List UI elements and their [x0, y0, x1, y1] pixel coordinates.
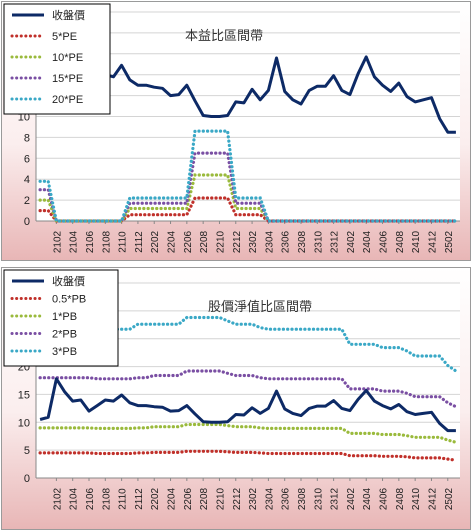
- x-tick-label: 2412: [427, 230, 438, 253]
- legend-label: 收盤價: [52, 8, 85, 22]
- x-tick-label: 2302: [248, 230, 259, 253]
- x-tick-label: 2202: [150, 487, 161, 510]
- series-line-3: [38, 369, 458, 409]
- x-tick-label: 2306: [281, 230, 292, 253]
- x-tick-label: 2102: [52, 230, 63, 253]
- x-tick-label: 2406: [379, 487, 390, 510]
- x-tick-label: 2410: [411, 487, 422, 510]
- x-tick-label: 2212: [232, 487, 243, 510]
- x-tick-label: 2304: [264, 230, 275, 253]
- y-tick-label: 2: [24, 195, 30, 207]
- pe-band-chart: 0246810121416182021022104210621082110211…: [3, 3, 460, 253]
- chart-title: 股價淨值比區間帶: [208, 299, 312, 314]
- x-tick-label: 2410: [411, 230, 422, 253]
- x-tick-label: 2502: [444, 487, 455, 510]
- legend-label: 3*PB: [52, 346, 77, 358]
- x-tick-label: 2204: [167, 230, 178, 253]
- y-tick-label: 6: [24, 153, 30, 165]
- x-tick-label: 2310: [313, 230, 324, 253]
- series-line-1: [38, 449, 458, 462]
- x-tick-label: 2306: [281, 487, 292, 510]
- x-tick-label: 2110: [118, 488, 129, 510]
- y-tick-label: 0: [24, 216, 30, 228]
- x-tick-label: 2102: [52, 487, 63, 510]
- x-tick-label: 2112: [134, 231, 145, 253]
- x-tick-label: 2404: [362, 230, 373, 253]
- x-tick-label: 2210: [215, 230, 226, 253]
- x-tick-label: 2310: [313, 487, 324, 510]
- pe-band-chart-panel: 0246810121416182021022104210621082110211…: [1, 1, 471, 261]
- x-tick-label: 2108: [101, 230, 112, 253]
- x-tick-label: 2210: [215, 487, 226, 510]
- x-tick-label: 2312: [330, 230, 341, 253]
- x-tick-label: 2106: [85, 230, 96, 253]
- x-tick-label: 2104: [69, 230, 80, 253]
- x-tick-label: 2206: [183, 230, 194, 253]
- legend-label: 5*PE: [52, 31, 77, 43]
- x-tick-label: 2308: [297, 230, 308, 253]
- x-tick-label: 2112: [134, 488, 145, 510]
- series-line-4: [38, 129, 458, 223]
- pb-band-chart-panel: 0510152025303521022104210621082110211222…: [1, 267, 471, 530]
- legend-label: 2*PB: [52, 329, 77, 341]
- y-tick-label: 15: [18, 389, 30, 401]
- x-tick-label: 2402: [346, 230, 357, 253]
- x-tick-label: 2308: [297, 487, 308, 510]
- x-tick-label: 2202: [150, 230, 161, 253]
- chart-title: 本益比區間帶: [185, 28, 263, 43]
- x-tick-label: 2304: [264, 487, 275, 510]
- x-tick-label: 2312: [330, 487, 341, 510]
- series-line-0: [39, 377, 456, 433]
- y-tick-label: 10: [18, 417, 30, 429]
- y-tick-label: 4: [24, 174, 30, 186]
- x-tick-label: 2406: [379, 230, 390, 253]
- legend-box: [3, 3, 111, 115]
- x-tick-label: 2206: [183, 487, 194, 510]
- x-tick-label: 2212: [232, 230, 243, 253]
- legend-label: 1*PB: [52, 311, 77, 323]
- x-tick-label: 2408: [395, 487, 406, 510]
- x-tick-label: 2412: [427, 487, 438, 510]
- x-tick-label: 2408: [395, 230, 406, 253]
- x-tick-label: 2502: [444, 230, 455, 253]
- x-tick-label: 2104: [69, 487, 80, 510]
- x-tick-label: 2404: [362, 487, 373, 510]
- x-tick-label: 2110: [118, 231, 129, 253]
- x-tick-label: 2106: [85, 487, 96, 510]
- x-tick-label: 2402: [346, 487, 357, 510]
- legend-label: 10*PE: [52, 52, 83, 64]
- x-tick-label: 2108: [101, 487, 112, 510]
- legend-label: 20*PE: [52, 94, 83, 106]
- legend-label: 0.5*PB: [52, 294, 86, 306]
- legend-label: 收盤價: [52, 274, 85, 288]
- y-tick-label: 0: [24, 473, 30, 485]
- x-tick-label: 2204: [167, 487, 178, 510]
- series-line-2: [38, 422, 458, 444]
- x-tick-label: 2302: [248, 487, 259, 510]
- pb-band-chart: 0510152025303521022104210621082110211222…: [3, 269, 460, 510]
- y-tick-label: 5: [24, 445, 30, 457]
- x-tick-label: 2208: [199, 487, 210, 510]
- legend-box: [3, 269, 119, 367]
- y-tick-label: 8: [24, 132, 30, 144]
- x-tick-label: 2208: [199, 230, 210, 253]
- legend-label: 15*PE: [52, 73, 83, 85]
